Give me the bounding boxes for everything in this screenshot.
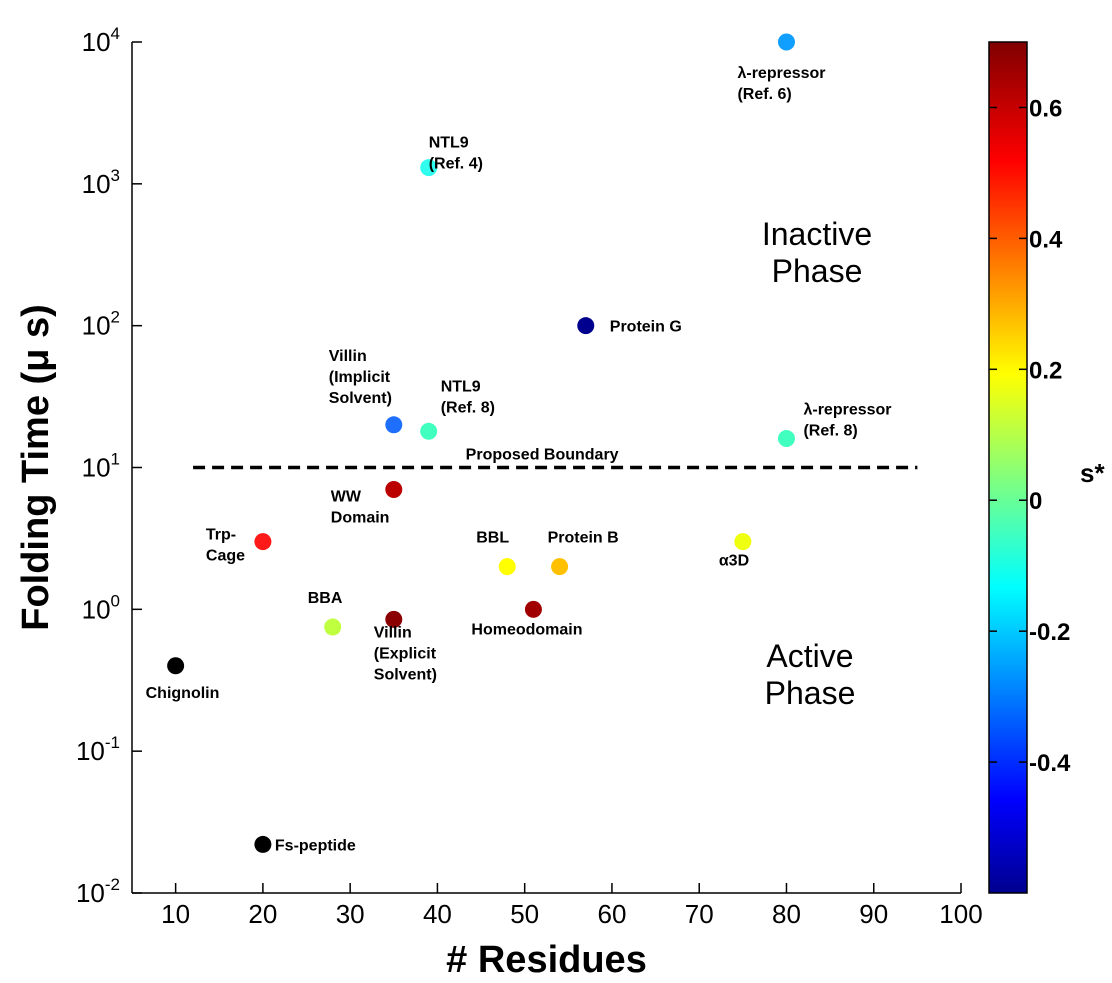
point-label: NTL9 [429, 135, 469, 152]
point-label: (Explicit [374, 645, 437, 662]
data-point [524, 600, 542, 618]
data-point [498, 558, 516, 576]
point-label: WW [331, 488, 362, 505]
point-label: BBA [308, 590, 343, 607]
y-tick-label: 103 [82, 166, 120, 199]
y-tick-label: 101 [82, 450, 120, 483]
point-label: BBL [476, 530, 509, 547]
data-points: Chignolin Fs-peptide Trp- Cage BBA Villin (Exp… [146, 33, 892, 854]
x-axis-title: # Residues [446, 939, 647, 981]
x-tick-label: 50 [510, 899, 539, 929]
phase-label: Active [766, 638, 853, 674]
colorbar-tick-label: 0.4 [1029, 226, 1063, 253]
boundary-label: Proposed Boundary [466, 447, 619, 464]
point-label: Domain [331, 509, 390, 526]
x-tick-label: 80 [772, 899, 801, 929]
point-label: Fs-peptide [275, 837, 356, 854]
y-tick-label: 10-1 [76, 733, 120, 766]
axes: 10 20 30 40 50 60 70 80 90 100 10-2 10-1 100 101 102 10… [15, 24, 983, 981]
point-label: Protein G [610, 319, 682, 336]
colorbar-tick-label: -0.4 [1029, 750, 1071, 777]
point-label: Chignolin [146, 685, 220, 702]
colorbar-tick-label: 0 [1029, 488, 1042, 515]
data-point [167, 657, 185, 675]
x-tick-label: 60 [597, 899, 626, 929]
phase-label: Phase [765, 675, 856, 711]
data-point [385, 480, 403, 498]
point-label: Protein B [548, 530, 619, 547]
phase-label: Phase [772, 253, 863, 289]
y-tick-label: 100 [82, 591, 120, 624]
data-point [385, 416, 403, 434]
point-label: (Ref. 8) [803, 423, 857, 440]
data-point [777, 430, 795, 448]
x-tick-label: 40 [423, 899, 452, 929]
x-tick-label: 30 [336, 899, 365, 929]
point-label: NTL9 [441, 378, 481, 395]
proposed-boundary: Proposed Boundary [193, 447, 918, 470]
x-tick-label: 20 [248, 899, 277, 929]
point-label: (Ref. 4) [429, 156, 483, 173]
point-label: λ-repressor [803, 402, 891, 419]
x-tick-label: 100 [939, 899, 982, 929]
y-tick-label: 104 [82, 24, 120, 57]
point-label: Villin [374, 624, 412, 641]
point-label: Solvent) [374, 666, 437, 683]
colorbar-bar [988, 41, 1028, 894]
data-point [734, 533, 752, 551]
point-label: λ-repressor [737, 65, 825, 82]
point-label: (Implicit [329, 369, 391, 386]
x-tick-label: 90 [859, 899, 888, 929]
colorbar-tick-label: 0.2 [1029, 357, 1062, 384]
y-tick-label: 102 [82, 308, 120, 341]
point-label: Trp- [206, 527, 236, 544]
y-axis-title: Folding Time (μ s) [15, 304, 57, 631]
data-point [385, 610, 403, 628]
data-point [551, 558, 569, 576]
point-label: Solvent) [329, 390, 392, 407]
point-label: (Ref. 8) [441, 399, 495, 416]
data-point [324, 618, 342, 636]
data-point [254, 533, 272, 551]
data-point [777, 33, 795, 51]
data-point [420, 159, 438, 177]
colorbar: 0.6 0.4 0.2 0 -0.2 -0.4 s* [988, 41, 1105, 894]
y-tick-label: 10-2 [76, 875, 120, 908]
x-tick-label: 10 [161, 899, 190, 929]
point-label: Cage [206, 548, 245, 565]
data-point [420, 422, 438, 440]
point-label: α3D [719, 553, 749, 570]
point-label: Homeodomain [471, 621, 582, 638]
colorbar-tick-label: 0.6 [1029, 95, 1062, 122]
data-point [577, 317, 595, 335]
colorbar-tick-label: -0.2 [1029, 619, 1070, 646]
data-point [254, 835, 272, 853]
colorbar-title: s* [1080, 458, 1105, 488]
x-tick-label: 70 [685, 899, 714, 929]
phase-label: Inactive [762, 216, 872, 252]
point-label: (Ref. 6) [737, 86, 791, 103]
point-label: Villin [329, 348, 367, 365]
